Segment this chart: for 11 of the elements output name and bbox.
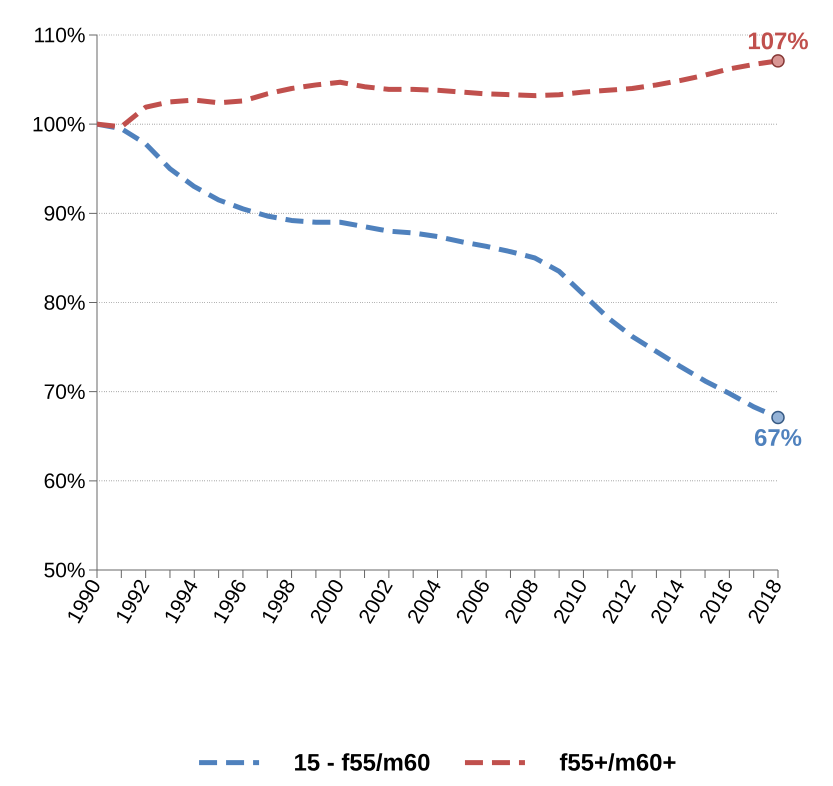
data-label: 107% <box>748 32 808 50</box>
legend-label: 15 - f55/m60 <box>295 753 430 771</box>
y-tick-label: 70% <box>44 384 85 400</box>
y-tick-label: 90% <box>44 206 85 221</box>
y-tick-label: 100% <box>34 116 85 132</box>
y-tick-label: 60% <box>44 473 85 488</box>
y-tick-label: 80% <box>44 295 85 310</box>
y-tick-label: 110% <box>35 28 85 42</box>
y-tick-label: 50% <box>44 562 85 578</box>
data-label: 67% <box>754 429 802 446</box>
legend-label: f55+/m60+ <box>560 753 676 771</box>
